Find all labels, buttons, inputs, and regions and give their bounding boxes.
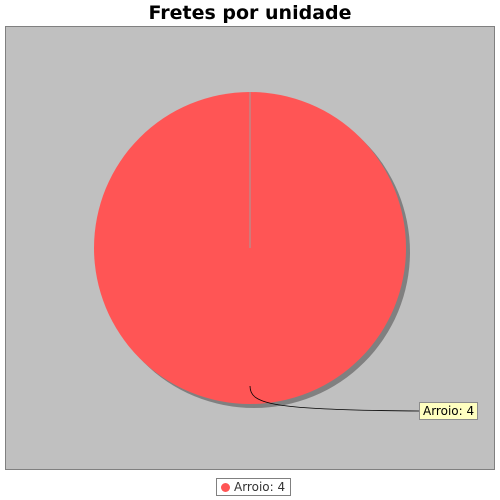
legend-label-arroio: Arroio: 4	[234, 480, 286, 494]
legend-swatch-arroio	[221, 482, 230, 492]
slice-label-arroio: Arroio: 4	[419, 402, 479, 420]
label-leader-line	[249, 385, 420, 412]
chart-title: Fretes por unidade	[148, 2, 352, 24]
legend: Arroio: 4	[216, 478, 292, 496]
